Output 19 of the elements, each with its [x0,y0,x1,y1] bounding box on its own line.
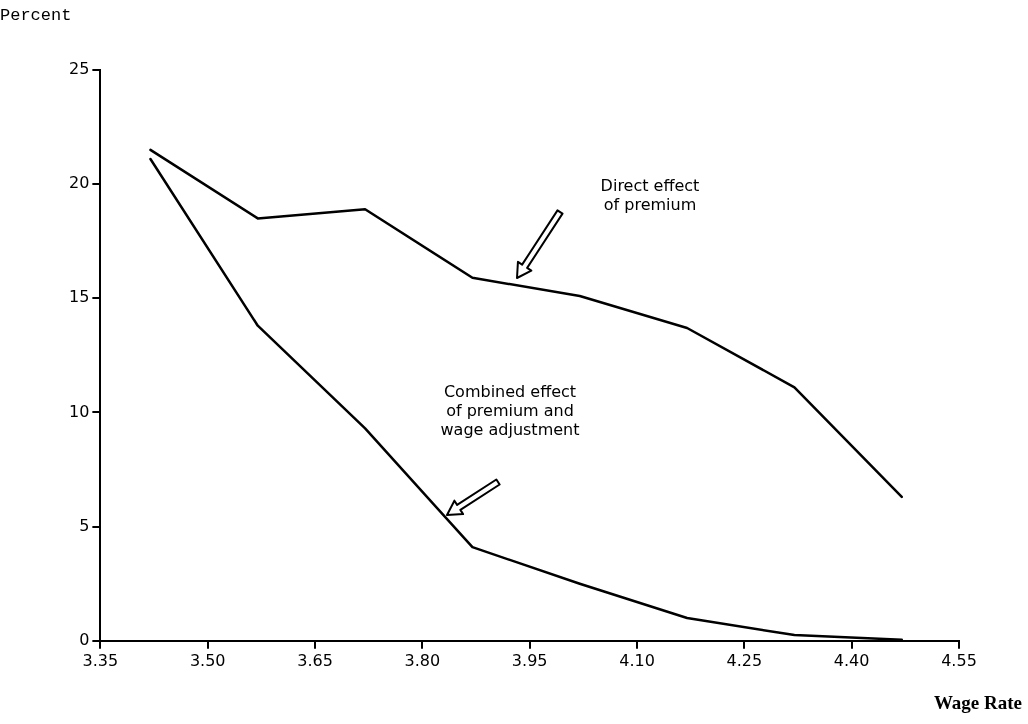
y-tick-label: 5 [79,515,90,535]
y-tick-label: 20 [69,173,90,193]
x-tick-label: 3.65 [297,650,333,670]
y-tick-label: 10 [69,401,90,421]
annotation: Combined effect of premium and wage adjustment [440,381,580,439]
y-tick-label: 15 [69,287,90,307]
x-tick-label: 4.25 [726,650,763,670]
y-tick-label: 25 [69,59,90,79]
x-axis-title: Wage Rate [933,692,1022,714]
x-tick-label: 3.50 [189,650,226,670]
y-axis-title: Percent [0,6,72,25]
annotation: Direct effect of premium [599,176,701,214]
x-tick-label: 4.10 [619,650,655,670]
x-tick-label: 4.40 [833,650,870,670]
x-tick-label: 3.35 [82,650,119,670]
x-tick-label: 3.80 [404,650,441,670]
x-tick-label: 4.55 [941,650,977,670]
x-tick-label: 3.95 [511,650,548,670]
y-tick-label: 0 [79,629,90,649]
